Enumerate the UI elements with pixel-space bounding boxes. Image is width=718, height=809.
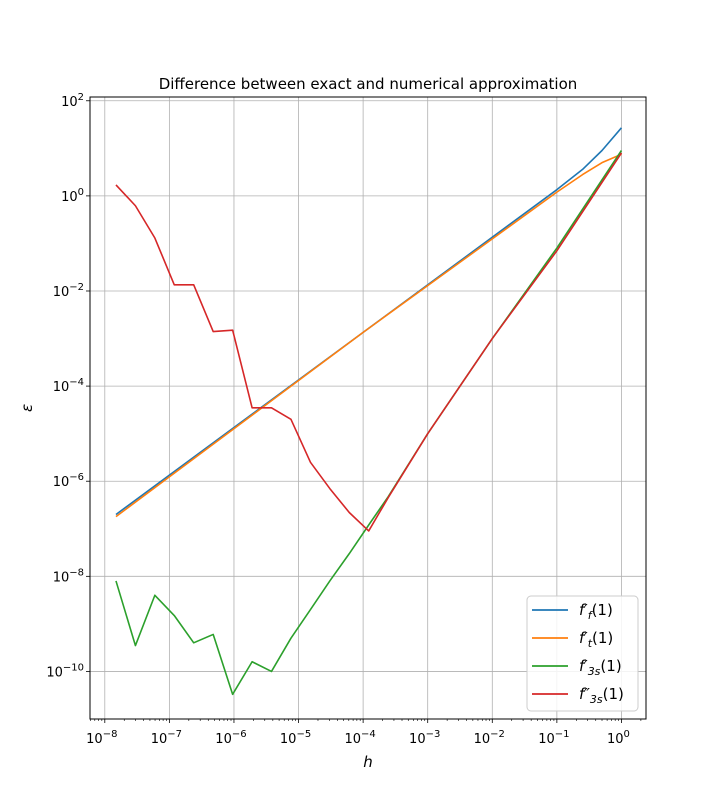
legend-box — [526, 595, 639, 712]
series-layer — [115, 127, 623, 696]
y-tick-label: 10−4 — [53, 377, 84, 395]
x-axis-label: h — [363, 753, 373, 771]
chart-title: Difference between exact and numerical a… — [159, 75, 578, 93]
y-tick-label: 10−6 — [53, 472, 84, 490]
legend-label: f′3s(1) — [579, 657, 622, 678]
y-axis-ticks: 10−10 10−8 10−6 10−4 10−2 100 102 — [46, 92, 90, 680]
x-tick-label: 10−6 — [215, 729, 246, 747]
legend: f′f(1) f′t(1) f′3s(1) f″3s(1) — [526, 595, 639, 712]
legend-label: f″3s(1) — [579, 685, 624, 706]
legend-label: f′t(1) — [579, 629, 613, 650]
series-line-2 — [115, 153, 622, 518]
x-tick-label: 10−4 — [344, 729, 375, 747]
x-tick-label: 10−5 — [280, 729, 311, 747]
x-tick-label: 10−2 — [474, 729, 505, 747]
series-line-4 — [115, 152, 623, 532]
x-tick-label: 10−8 — [86, 729, 117, 747]
x-axis-ticks: 10−8 10−7 10−6 10−5 10−4 10−3 10−2 10−1 100 — [86, 719, 630, 747]
x-tick-label: 10−1 — [538, 729, 569, 747]
y-tick-label: 10−2 — [53, 282, 84, 300]
legend-label: f′f(1) — [579, 601, 613, 622]
y-tick-label: 10−10 — [46, 662, 84, 680]
x-tick-label: 100 — [607, 729, 630, 747]
y-axis-label: ε — [18, 404, 36, 412]
x-tick-label: 10−3 — [409, 729, 440, 747]
y-tick-label: 100 — [61, 187, 84, 205]
y-tick-label: 102 — [61, 92, 84, 110]
x-tick-label: 10−7 — [151, 729, 182, 747]
y-tick-label: 10−8 — [53, 567, 84, 585]
plot-frame — [89, 96, 647, 720]
